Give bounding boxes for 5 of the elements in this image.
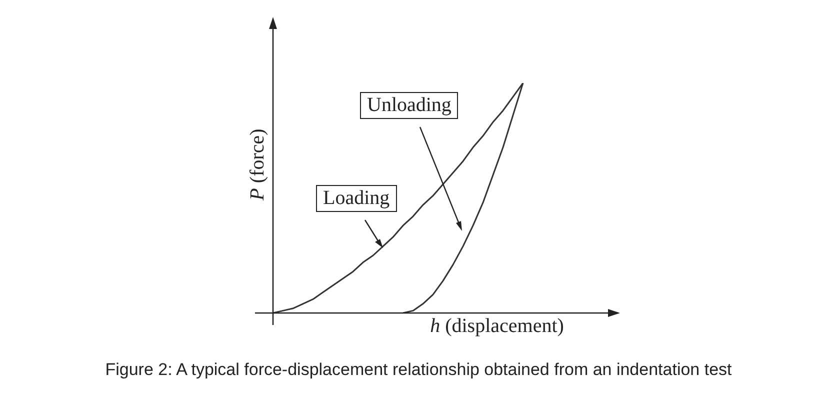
y-axis-title: P (force)	[246, 128, 270, 202]
caption: Figure 2: A typical force-displacement relationship obtained from an indentation test	[104, 360, 733, 380]
annotation: Loading	[316, 185, 397, 212]
annotation: Unloading	[360, 92, 458, 119]
x-axis-title: h (displacement)	[429, 315, 565, 338]
